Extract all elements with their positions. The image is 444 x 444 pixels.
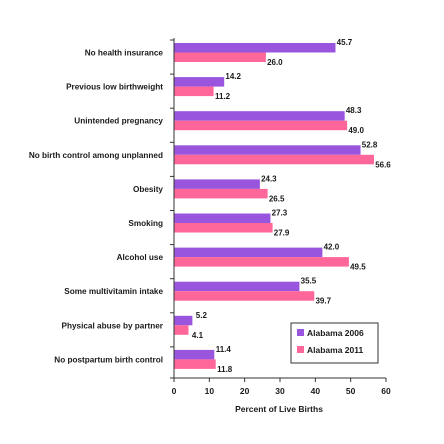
bar-series1: [174, 179, 260, 189]
data-label: 5.2: [196, 311, 208, 320]
data-label: 56.6: [375, 160, 391, 169]
category-label: No birth control among unplanned: [29, 151, 163, 160]
x-tick-label: 0: [172, 386, 177, 396]
legend-swatch: [297, 329, 304, 336]
data-label: 45.7: [337, 38, 353, 47]
bar-series2: [174, 325, 189, 335]
x-tick-label: 20: [240, 386, 250, 396]
legend: Alabama 2006 Alabama 2011: [290, 322, 379, 364]
category-label: Alcohol use: [117, 253, 164, 262]
bar-series1: [174, 315, 193, 326]
category-label: Unintended pregnancy: [74, 117, 163, 126]
category-label: Previous low birthweight: [66, 83, 163, 92]
bar-series1: [174, 213, 271, 223]
bar-series2: [174, 154, 374, 165]
bar-series1: [174, 349, 215, 360]
bar-series2: [174, 223, 273, 233]
x-tick-label: 40: [311, 386, 321, 396]
bar-series1: [174, 77, 225, 87]
x-tick-label: 30: [275, 386, 285, 396]
category-label: No health insurance: [85, 49, 164, 58]
value-labels: 45.7 26.0 14.2 11.2 48.3 49.0 52.8 56.6 24.3 26.5…: [192, 38, 391, 374]
x-tick-label: 50: [346, 386, 356, 396]
x-tick-label: 10: [205, 386, 215, 396]
data-label: 26.5: [269, 194, 285, 203]
data-label: 26.0: [267, 58, 283, 67]
data-label: 27.3: [272, 209, 288, 218]
data-label: 27.9: [274, 229, 290, 238]
bar-series1: [174, 43, 336, 53]
data-label: 49.0: [348, 126, 364, 135]
data-label: 49.5: [350, 263, 366, 272]
bar-series2: [174, 257, 349, 267]
bar-series2: [174, 359, 216, 369]
data-label: 42.0: [324, 243, 340, 252]
category-label: Some multivitamin intake: [64, 287, 163, 296]
data-label: 11.4: [216, 345, 232, 354]
axes: 0 10 20 30 40 50 60: [170, 38, 391, 396]
bar-series1: [174, 145, 361, 155]
bar-series2: [174, 52, 266, 62]
category-label: Obesity: [133, 185, 163, 194]
data-label: 39.7: [315, 297, 331, 306]
bar-series2: [174, 86, 214, 97]
x-axis-title: Percent of Live Births: [235, 404, 323, 414]
category-label: No postpartum birth control: [54, 355, 163, 364]
data-label: 52.8: [362, 140, 378, 149]
bar-series2: [174, 291, 315, 301]
bars: [174, 43, 374, 369]
category-labels: No health insurance Previous low birthwei…: [29, 49, 164, 365]
x-tick-label: 60: [381, 386, 391, 396]
category-label: Smoking: [128, 219, 163, 228]
legend-swatch: [297, 346, 304, 353]
data-label: 11.2: [215, 92, 231, 101]
data-label: 24.3: [261, 174, 277, 183]
data-label: 11.8: [217, 365, 233, 374]
data-label: 14.2: [225, 72, 241, 81]
bar-series2: [174, 120, 348, 131]
data-label: 35.5: [301, 277, 317, 286]
legend-box: [290, 322, 379, 364]
legend-label: Alabama 2006: [307, 328, 364, 338]
category-label: Physical abuse by partner: [62, 321, 164, 330]
data-label: 48.3: [346, 106, 362, 115]
legend-label: Alabama 2011: [307, 345, 364, 355]
data-label: 4.1: [192, 331, 204, 340]
bar-series1: [174, 281, 300, 292]
bar-series2: [174, 188, 268, 199]
bar-series1: [174, 111, 345, 121]
bar-series1: [174, 247, 323, 258]
